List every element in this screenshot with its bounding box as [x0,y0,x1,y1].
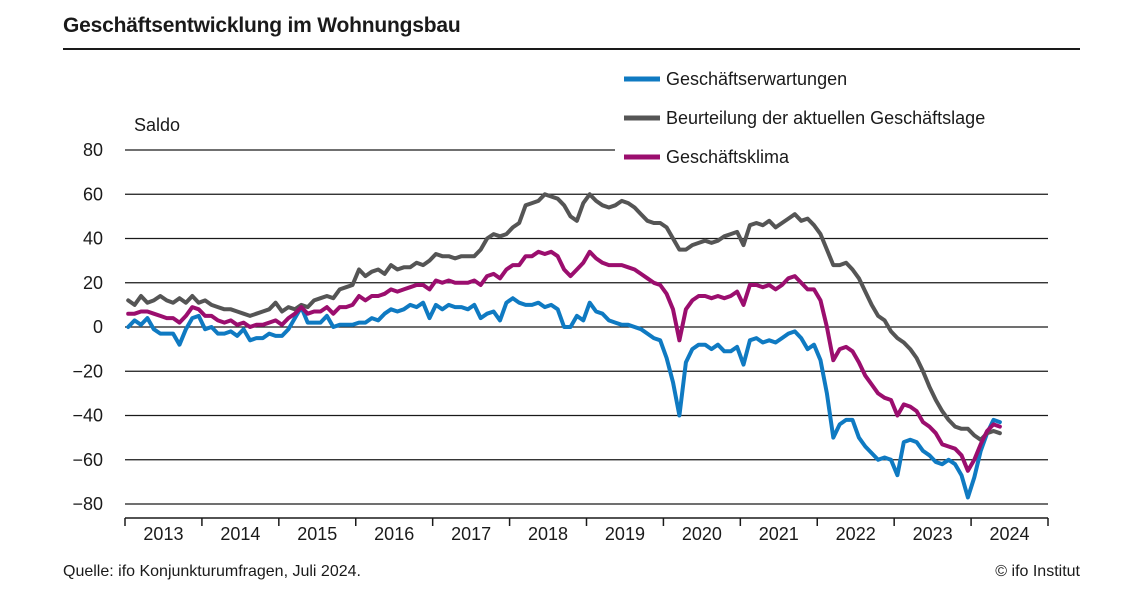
legend-label-3: Geschäftsklima [666,147,790,167]
y-tick-label: 20 [83,273,103,293]
x-tick-label: 2018 [528,524,568,544]
legend-background [615,62,1080,174]
x-tick-label: 2019 [605,524,645,544]
title-rule [63,48,1080,50]
y-tick-label: 80 [83,140,103,160]
x-tick-label: 2013 [143,524,183,544]
x-tick-label: 2024 [990,524,1030,544]
y-tick-label: −20 [72,361,103,381]
x-tick-label: 2016 [374,524,414,544]
series-line-3 [126,249,1002,473]
x-axis: 2013 2014 2015 2016 2017 2018 2019 2020 2021 2022… [124,517,1049,544]
x-tick-label: 2023 [913,524,953,544]
y-tick-label: −40 [72,406,103,426]
series-line-2 [126,192,1002,442]
y-tick-label: 40 [83,229,103,249]
y-tick-label: −80 [72,494,103,514]
x-tick-label: 2015 [297,524,337,544]
y-axis-label: Saldo [134,115,180,135]
grid [125,149,1048,505]
legend-label-1: Geschäftserwartungen [666,69,847,89]
series-line-1 [126,296,1002,500]
x-tick-label: 2017 [451,524,491,544]
x-tick-label: 2014 [220,524,260,544]
x-tick-label: 2020 [682,524,722,544]
x-tick-label: 2021 [759,524,799,544]
legend-label-2: Beurteilung der aktuellen Geschäftslage [666,108,985,128]
y-tick-label: 60 [83,184,103,204]
x-tick-label: 2022 [836,524,876,544]
y-tick-label: −60 [72,450,103,470]
copyright-note: © ifo Institut [995,563,1080,580]
y-tick-label: 0 [93,317,103,337]
series-lines [126,192,1002,500]
y-tick-labels: 80 60 40 20 0 −20 −40 −60 −80 [72,140,103,514]
legend: Geschäftserwartungen Beurteilung der aktu… [615,62,1080,174]
source-note: Quelle: ifo Konjunkturumfragen, Juli 202… [63,563,361,580]
chart-title: Geschäftsentwicklung im Wohnungsbau [63,14,461,37]
